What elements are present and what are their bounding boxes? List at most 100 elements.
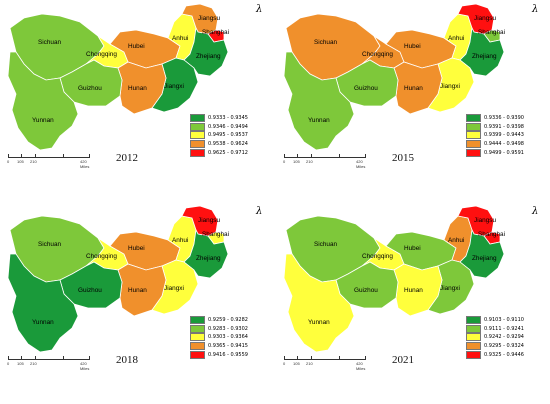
province-label-sichuan: Sichuan (314, 241, 338, 248)
legend-item: 0.9303 - 0.9364 (190, 333, 248, 342)
scale-label: 0 (283, 159, 286, 164)
scale-tick (35, 154, 36, 157)
legend-swatch (466, 333, 481, 342)
legend-item: 0.9325 - 0.9446 (466, 350, 524, 359)
province-label-hunan: Hunan (128, 287, 147, 294)
legend-label: 0.9295 - 0.9324 (484, 343, 524, 350)
province-map: Sichuan Chongqing Hubei Anhui Jiangsu Shangha… (283, 3, 505, 151)
scale-bar-line (284, 356, 366, 360)
scale-tick (89, 154, 90, 157)
year-label: 2018 (116, 354, 138, 366)
province-label-yunnan: Yunnan (308, 319, 330, 326)
province-label-anhui: Anhui (172, 237, 188, 244)
map-panel-2018: Sichuan Chongqing Hubei Anhui Jiangsu Shangha… (2, 204, 272, 402)
scale-label: 210 (306, 159, 313, 164)
province-label-chongqing: Chongqing (86, 253, 117, 260)
province-map: Sichuan Chongqing Hubei Anhui Jiangsu Shangha… (7, 3, 229, 151)
province-label-chongqing: Chongqing (362, 253, 393, 260)
scale-tick (365, 356, 366, 359)
province-label-chongqing: Chongqing (362, 51, 393, 58)
scale-tick (21, 356, 22, 359)
province-label-anhui: Anhui (448, 237, 464, 244)
year-label: 2012 (116, 152, 138, 164)
province-label-anhui: Anhui (448, 35, 464, 42)
province-yunnan (283, 253, 355, 353)
legend-swatch (190, 350, 205, 359)
province-label-chongqing: Chongqing (86, 51, 117, 58)
north-arrow: λ (256, 4, 263, 15)
legend-item: 0.9444 - 0.9498 (466, 140, 524, 149)
province-label-zhejiang: Zhejiang (472, 53, 497, 60)
legend-label: 0.9499 - 0.9591 (484, 149, 524, 156)
province-label-zhejiang: Zhejiang (196, 53, 221, 60)
province-label-hubei: Hubei (404, 245, 421, 252)
north-arrow: λ (256, 206, 263, 217)
legend-swatch (466, 122, 481, 131)
legend-label: 0.9103 - 0.9110 (484, 317, 524, 324)
province-label-hubei: Hubei (128, 43, 145, 50)
province-label-shanghai: Shanghai (478, 231, 505, 238)
scale-label: 210 (30, 361, 37, 366)
province-label-guizhou: Guizhou (354, 85, 378, 92)
legend-swatch (466, 114, 481, 123)
scale-label: 105 (293, 159, 300, 164)
province-label-jiangsu: Jiangsu (474, 15, 496, 22)
province-label-shanghai: Shanghai (202, 29, 229, 36)
legend-item: 0.9495 - 0.9537 (190, 131, 248, 140)
legend-label: 0.9444 - 0.9498 (484, 141, 524, 148)
scale-tick (339, 356, 340, 359)
legend-swatch (190, 131, 205, 140)
year-label: 2021 (392, 354, 414, 366)
scale-label: 0 (283, 361, 286, 366)
legend-label: 0.9333 - 0.9345 (208, 115, 248, 122)
legend-swatch (466, 342, 481, 351)
province-label-yunnan: Yunnan (32, 319, 54, 326)
legend-label: 0.9325 - 0.9446 (484, 351, 524, 358)
province-label-jiangsu: Jiangsu (198, 217, 220, 224)
legend-label: 0.9391 - 0.9398 (484, 123, 524, 130)
province-label-zhejiang: Zhejiang (472, 255, 497, 262)
legend-label: 0.9625 - 0.9712 (208, 149, 248, 156)
scale-tick (339, 154, 340, 157)
scale-bar: 0 105 210 420 Miles (7, 356, 90, 371)
legend-label: 0.9399 - 0.9443 (484, 132, 524, 139)
legend-item: 0.9242 - 0.9294 (466, 333, 524, 342)
province-label-hunan: Hunan (128, 85, 147, 92)
scale-tick (284, 154, 285, 157)
scale-label: 105 (293, 361, 300, 366)
scale-bar: 0 105 210 420 Miles (283, 154, 366, 169)
legend-swatch (190, 316, 205, 325)
legend-item: 0.9346 - 0.9494 (190, 122, 248, 132)
map-panel-2021: Sichuan Chongqing Hubei Anhui Jiangsu Shangha… (278, 204, 548, 402)
scale-label: 420 Miles (80, 159, 90, 169)
scale-bar: 0 105 210 420 Miles (7, 154, 90, 169)
legend-item: 0.9333 - 0.9345 (190, 114, 248, 123)
legend-swatch (466, 316, 481, 325)
legend-swatch (190, 148, 205, 157)
scale-tick (297, 356, 298, 359)
legend-label: 0.9538 - 0.9624 (208, 141, 248, 148)
legend: 0.9333 - 0.9345 0.9346 - 0.9494 0.9495 - 0… (190, 114, 248, 157)
legend-swatch (466, 131, 481, 140)
scale-tick (311, 154, 312, 157)
legend-swatch (466, 324, 481, 333)
scale-label: 0 (7, 361, 10, 366)
legend-item: 0.9538 - 0.9624 (190, 140, 248, 149)
province-label-shanghai: Shanghai (202, 231, 229, 238)
legend-label: 0.9242 - 0.9294 (484, 334, 524, 341)
legend-swatch (190, 324, 205, 333)
province-label-shanghai: Shanghai (478, 29, 505, 36)
legend-label: 0.9495 - 0.9537 (208, 132, 248, 139)
scale-label: 210 (306, 361, 313, 366)
scale-bar: 0 105 210 420 Miles (283, 356, 366, 371)
scale-tick (8, 154, 9, 157)
province-label-zhejiang: Zhejiang (196, 255, 221, 262)
scale-tick (21, 154, 22, 157)
legend-swatch (190, 122, 205, 131)
province-label-hubei: Hubei (128, 245, 145, 252)
province-label-jiangxi: Jiangxi (164, 83, 184, 90)
legend-item: 0.9283 - 0.9302 (190, 324, 248, 334)
province-label-hubei: Hubei (404, 43, 421, 50)
scale-label: 105 (17, 361, 24, 366)
province-label-hunan: Hunan (404, 287, 423, 294)
